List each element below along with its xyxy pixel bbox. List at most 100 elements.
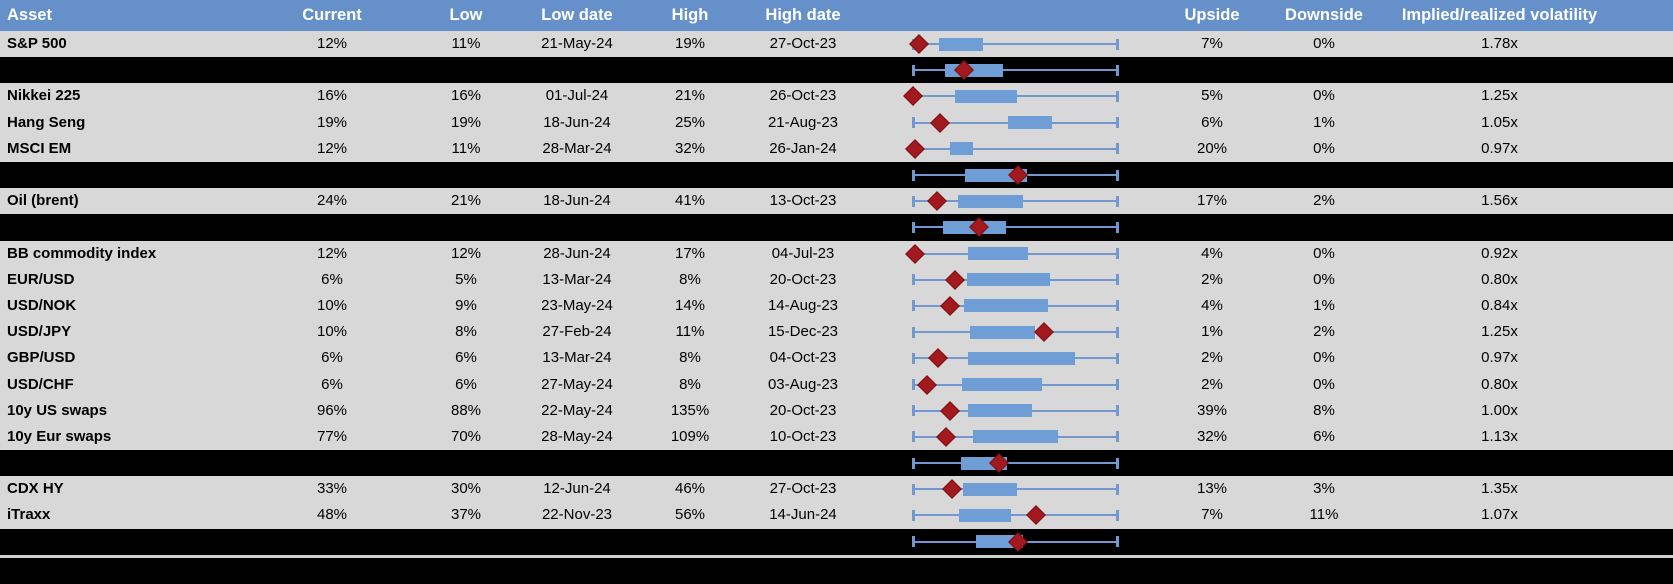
low-value: 19% (450, 113, 482, 131)
footer-divider (0, 554, 1673, 559)
current-value: 16% (316, 87, 348, 105)
downside-value: 0% (1313, 375, 1335, 393)
whisker-line (913, 514, 1117, 517)
separator-row (0, 450, 1673, 477)
implied-realized-value: 1.05x (1481, 113, 1518, 131)
table-row: BB commodity index 12% 12% 28-Jun-24 17%… (0, 240, 1673, 267)
current-diamond-marker (940, 296, 960, 316)
whisker-cap-high (1116, 326, 1119, 338)
implied-realized-value: 1.35x (1481, 480, 1518, 498)
whisker-cap-low (912, 274, 915, 286)
whisker-cap-high (1116, 90, 1119, 102)
table-row: EUR/USD 6% 5% 13-Mar-24 8% 20-Oct-23 2% … (0, 266, 1673, 293)
current-value: 19% (316, 113, 348, 131)
low-value: 70% (450, 427, 482, 445)
asset-label: USD/CHF (7, 375, 74, 393)
upside-value: 5% (1201, 87, 1223, 105)
low-date-value: 22-Nov-23 (541, 506, 613, 524)
implied-realized-value: 1.07x (1481, 506, 1518, 524)
whisker-cap-high (1116, 274, 1119, 286)
whisker-cap-low (912, 405, 915, 417)
table-row: Hang Seng 19% 19% 18-Jun-24 25% 21-Aug-2… (0, 109, 1673, 136)
high-date-value: 13-Oct-23 (769, 192, 837, 210)
high-date-value: 27-Oct-23 (769, 35, 837, 53)
whisker-cap-low (912, 195, 915, 207)
box-plot-box (964, 299, 1049, 313)
whisker-cap-high (1116, 300, 1119, 312)
high-value: 135% (670, 401, 710, 419)
implied-realized-value: 0.80x (1481, 270, 1518, 288)
asset-label: GBP/USD (7, 349, 76, 367)
header-low-date: Low date (541, 6, 613, 24)
implied-realized-value: 0.84x (1481, 296, 1518, 314)
low-date-value: 27-May-24 (541, 375, 613, 393)
current-value: 12% (316, 244, 348, 262)
low-value: 37% (450, 506, 482, 524)
current-diamond-marker (940, 400, 960, 421)
downside-value: 0% (1313, 244, 1335, 262)
box-plot (912, 57, 1119, 83)
low-date-value: 28-May-24 (541, 427, 613, 445)
current-diamond-marker (1026, 505, 1046, 526)
high-value: 17% (674, 244, 706, 262)
asset-label: Nikkei 225 (7, 87, 81, 105)
current-diamond-marker (936, 427, 956, 447)
upside-value: 4% (1201, 244, 1223, 262)
whisker-cap-high (1116, 431, 1119, 443)
implied-realized-value: 1.78x (1481, 35, 1518, 53)
high-value: 19% (674, 35, 706, 53)
upside-value: 39% (1196, 401, 1228, 419)
high-date-value: 04-Oct-23 (769, 349, 837, 367)
asset-label: USD/JPY (7, 323, 72, 341)
high-date-value: 15-Dec-23 (767, 323, 839, 341)
high-date-value: 20-Oct-23 (769, 270, 837, 288)
high-value: 46% (674, 480, 706, 498)
current-diamond-marker (903, 86, 923, 107)
downside-value: 0% (1313, 139, 1335, 157)
implied-realized-value: 0.92x (1481, 244, 1518, 262)
table-row: GBP/USD 6% 6% 13-Mar-24 8% 04-Oct-23 2% … (0, 345, 1673, 372)
low-date-value: 23-May-24 (541, 296, 613, 314)
asset-label: Hang Seng (7, 113, 86, 131)
high-value: 25% (674, 113, 706, 131)
high-value: 14% (674, 296, 706, 314)
current-diamond-marker (909, 34, 929, 54)
whisker-line (913, 462, 1117, 465)
high-value: 11% (675, 323, 705, 341)
whisker-cap-low (912, 117, 915, 129)
upside-value: 17% (1196, 192, 1228, 210)
high-value: 8% (679, 349, 701, 367)
whisker-cap-high (1116, 457, 1119, 469)
low-date-value: 12-Jun-24 (543, 480, 611, 498)
high-value: 56% (674, 506, 706, 524)
box-plot-box (949, 142, 973, 156)
header-asset: Asset (7, 6, 52, 24)
upside-value: 7% (1201, 506, 1223, 524)
whisker-cap-high (1116, 509, 1119, 521)
box-plot-box (1008, 116, 1052, 130)
low-value: 21% (450, 192, 482, 210)
high-date-value: 27-Oct-23 (769, 480, 837, 498)
current-diamond-marker (942, 479, 962, 500)
low-value: 8% (455, 323, 477, 341)
whisker-cap-high (1116, 117, 1119, 129)
box-plot (912, 450, 1119, 476)
whisker-cap-high (1116, 483, 1119, 495)
low-value: 30% (450, 480, 482, 498)
table-row: CDX HY 33% 30% 12-Jun-24 46% 27-Oct-23 1… (0, 476, 1673, 503)
low-date-value: 21-May-24 (541, 35, 613, 53)
low-value: 16% (450, 87, 482, 105)
high-value: 41% (674, 192, 706, 210)
high-date-value: 10-Oct-23 (769, 427, 837, 445)
box-plot-box (958, 508, 1011, 522)
asset-label: MSCI EM (7, 139, 72, 157)
separator-row (0, 161, 1673, 189)
header-downside: Downside (1285, 6, 1363, 24)
high-date-value: 20-Oct-23 (769, 401, 837, 419)
whisker-cap-low (912, 379, 915, 391)
table-row: S&P 500 12% 11% 21-May-24 19% 27-Oct-23 … (0, 31, 1673, 58)
low-date-value: 28-Jun-24 (543, 244, 611, 262)
low-date-value: 27-Feb-24 (542, 323, 612, 341)
downside-value: 6% (1313, 427, 1335, 445)
implied-realized-value: 1.13x (1481, 427, 1518, 445)
